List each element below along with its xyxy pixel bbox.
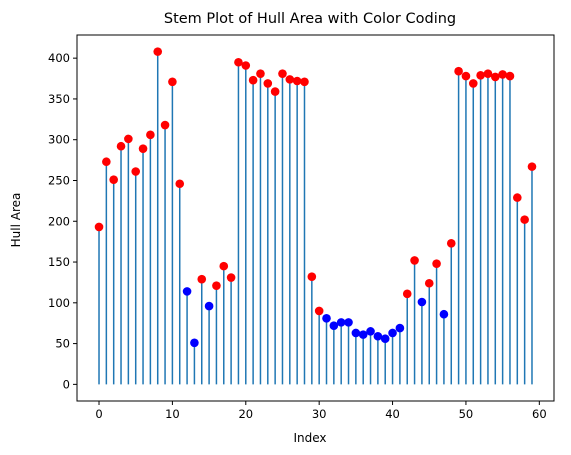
- stem-marker: [292, 76, 302, 86]
- stem-marker: [153, 47, 163, 56]
- y-tick-label: 250: [48, 173, 70, 187]
- stem-marker: [241, 61, 251, 70]
- x-tick-label: 10: [165, 407, 180, 421]
- stem-marker: [468, 79, 478, 88]
- x-tick-label: 60: [532, 407, 547, 421]
- stem-marker: [226, 273, 236, 282]
- stem-marker: [124, 134, 133, 144]
- stem-marker: [168, 77, 177, 87]
- y-tick-label: 200: [48, 214, 70, 228]
- stem-marker: [94, 222, 104, 232]
- x-tick-label: 50: [459, 407, 474, 421]
- stem-marker: [146, 130, 155, 140]
- stem-marker: [204, 301, 214, 311]
- x-tick-label: 0: [95, 407, 102, 421]
- stem-marker: [402, 289, 412, 299]
- stem-marker: [116, 141, 126, 151]
- y-tick-label: 350: [48, 92, 70, 106]
- stem-marker: [424, 278, 434, 288]
- stem-marker: [358, 330, 368, 339]
- stem-marker: [131, 167, 141, 176]
- stem-marker: [490, 72, 500, 82]
- stem-marker: [197, 274, 207, 284]
- stem-marker: [270, 87, 280, 96]
- stem-marker: [285, 75, 295, 84]
- stem-marker: [234, 57, 243, 67]
- stem-marker: [446, 238, 456, 248]
- x-axis: 0 10 20 30 40 50 60: [95, 401, 547, 421]
- stem-marker: [461, 71, 471, 81]
- y-axis: 0 50 100 150 200 250 300 350 400: [48, 51, 77, 391]
- stem-marker: [432, 259, 441, 268]
- stem-marker: [505, 71, 515, 81]
- stem-marker: [256, 69, 265, 78]
- stem-marker: [263, 79, 273, 88]
- axes-frame: [76, 34, 555, 402]
- stem-marker: [314, 306, 324, 316]
- stem-marker: [329, 321, 339, 330]
- y-axis-label: Hull Area: [9, 193, 23, 248]
- x-axis-label: Index: [293, 431, 326, 445]
- stem-marker: [513, 193, 522, 202]
- stem-marker: [300, 77, 309, 87]
- stem-marker: [351, 328, 361, 338]
- stem-marker: [417, 297, 427, 307]
- stem-marker: [102, 157, 111, 167]
- stem-marker: [160, 120, 170, 130]
- stem-marker: [219, 261, 229, 271]
- stem-marker: [138, 144, 148, 153]
- stem-marker: [527, 162, 537, 171]
- stem-marker: [388, 328, 397, 338]
- stem-marker: [520, 215, 529, 224]
- stem-marker: [182, 287, 192, 296]
- stem-marker: [439, 309, 449, 319]
- x-tick-label: 40: [385, 407, 400, 421]
- stem-marker: [498, 70, 507, 79]
- stem-marker: [366, 327, 375, 336]
- plot-area: [94, 47, 537, 385]
- stem-marker: [454, 66, 463, 76]
- chart-title: Stem Plot of Hull Area with Color Coding: [164, 11, 456, 27]
- y-tick-label: 50: [55, 337, 70, 351]
- stem-marker: [410, 256, 419, 265]
- stem-marker: [109, 175, 118, 184]
- stem-marker: [212, 281, 221, 290]
- stem-marker: [336, 318, 346, 327]
- y-tick-label: 150: [48, 255, 70, 269]
- stem-marker: [248, 75, 258, 85]
- stem-marker: [395, 323, 405, 333]
- x-tick-label: 30: [312, 407, 327, 421]
- stem-marker: [476, 70, 485, 80]
- stem-marker: [483, 69, 493, 78]
- y-tick-label: 400: [48, 51, 70, 65]
- y-tick-label: 0: [63, 377, 70, 391]
- stem-marker: [322, 314, 331, 323]
- stem-marker: [278, 69, 287, 78]
- stem-marker: [175, 179, 185, 189]
- stem-marker: [380, 334, 390, 343]
- y-tick-label: 300: [48, 133, 70, 147]
- y-tick-label: 100: [48, 296, 70, 310]
- stem-marker: [307, 272, 317, 282]
- stem-marker: [190, 338, 199, 348]
- stem-marker: [373, 331, 383, 341]
- stem-marker: [344, 318, 353, 327]
- x-tick-label: 20: [238, 407, 253, 421]
